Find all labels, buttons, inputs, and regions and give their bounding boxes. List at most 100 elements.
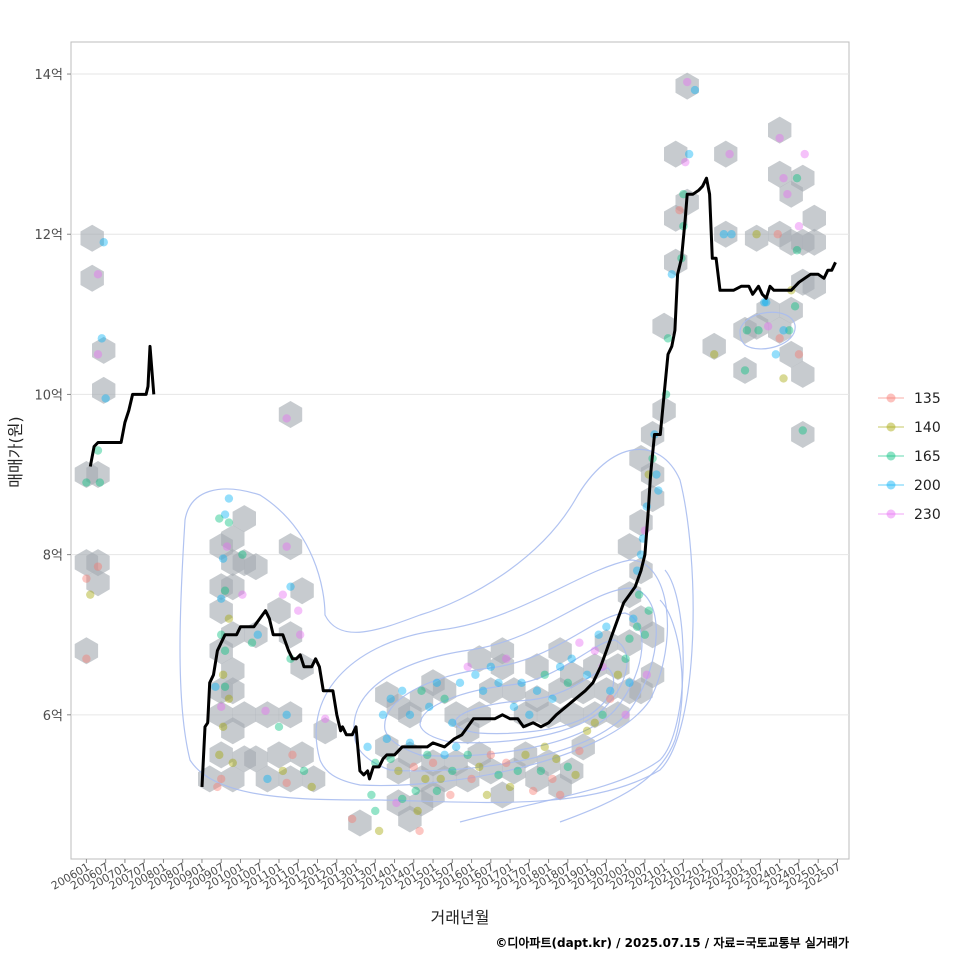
data-point — [719, 230, 729, 239]
data-point — [775, 334, 784, 343]
y-tick-label: 8억 — [43, 549, 63, 564]
data-point — [398, 686, 407, 695]
data-point — [502, 654, 511, 663]
data-point — [463, 662, 472, 671]
hexbin-cell — [802, 204, 826, 232]
data-point — [218, 670, 228, 679]
data-point — [478, 686, 488, 695]
data-point — [224, 494, 234, 503]
hexbin-cell — [278, 401, 303, 428]
data-point — [455, 678, 465, 687]
hexbin-cell — [802, 228, 826, 256]
data-point — [247, 638, 257, 647]
data-point — [374, 826, 384, 836]
y-tick-label: 12억 — [34, 228, 63, 243]
data-point — [634, 590, 644, 599]
data-point — [525, 710, 534, 720]
hexbin-cell — [652, 397, 676, 424]
data-point — [347, 814, 357, 824]
data-point — [446, 790, 455, 800]
data-point — [220, 586, 230, 595]
hexbin-cell — [768, 316, 792, 344]
data-point — [740, 366, 750, 375]
data-point — [640, 630, 650, 639]
data-point — [681, 157, 690, 167]
hexbin-cell — [714, 140, 738, 168]
data-point — [752, 230, 761, 239]
data-point — [509, 702, 519, 712]
hexbin-cell — [791, 360, 815, 388]
data-point — [295, 630, 305, 639]
data-point — [451, 742, 461, 752]
hexbin-cell — [209, 741, 233, 769]
hexbin-cell — [86, 549, 110, 577]
data-point — [582, 726, 592, 736]
hexbin-cell — [791, 421, 815, 448]
data-point — [215, 514, 224, 523]
data-point — [448, 718, 457, 728]
data-point — [773, 230, 782, 239]
data-point — [606, 686, 615, 695]
legend-label: 200 — [914, 478, 941, 494]
data-point — [220, 682, 230, 691]
data-point — [779, 374, 788, 383]
legend-key-dot — [886, 480, 896, 490]
data-point — [709, 350, 719, 359]
data-point — [424, 702, 434, 712]
data-point — [371, 758, 380, 768]
data-point — [563, 762, 573, 772]
data-point — [217, 702, 226, 712]
hexbin-cell — [548, 637, 572, 665]
data-point — [436, 774, 445, 784]
data-point — [238, 590, 247, 599]
hexbin-cell — [244, 553, 268, 581]
data-point — [217, 594, 226, 603]
data-point — [684, 149, 694, 159]
hexbin-cell — [479, 757, 503, 785]
hexbin-cell — [583, 653, 607, 681]
data-point — [218, 554, 228, 563]
legend-label: 230 — [914, 507, 941, 523]
hexbin-cell — [92, 376, 116, 404]
data-point — [783, 189, 792, 199]
data-point — [220, 646, 230, 655]
hexbin-cell — [802, 272, 826, 300]
data-point — [742, 326, 752, 335]
data-point — [654, 486, 663, 495]
hexbin-cell — [80, 264, 104, 292]
contour-ring — [353, 587, 657, 772]
data-point — [413, 806, 422, 816]
data-point — [761, 298, 771, 307]
data-point — [794, 222, 804, 231]
data-point — [598, 710, 607, 720]
price-line-segment — [88, 344, 156, 467]
price-line-segment — [200, 176, 837, 787]
data-point — [727, 230, 736, 239]
hexbin-cell — [278, 701, 303, 729]
hexbin-cell — [267, 741, 291, 769]
data-point — [552, 754, 561, 764]
contour-ring — [315, 559, 668, 787]
y-axis: 6억 8억 10억 12억 14억 — [34, 68, 71, 724]
data-point — [486, 750, 496, 760]
data-point — [421, 774, 430, 784]
hexbin-cell — [606, 701, 630, 729]
data-point — [224, 518, 234, 527]
data-point — [440, 694, 449, 704]
data-point — [602, 622, 611, 631]
data-point — [785, 326, 794, 335]
data-point — [253, 630, 262, 639]
data-point — [82, 478, 91, 487]
hexbin-cell — [675, 72, 699, 100]
data-point — [382, 734, 392, 744]
contour-small — [739, 311, 796, 350]
data-point — [409, 762, 418, 772]
data-point — [621, 710, 630, 720]
data-point — [432, 786, 442, 796]
data-point — [213, 782, 222, 792]
data-point — [794, 350, 804, 359]
data-point — [261, 706, 270, 716]
hexbin-cell — [209, 597, 233, 625]
data-point — [625, 634, 634, 643]
